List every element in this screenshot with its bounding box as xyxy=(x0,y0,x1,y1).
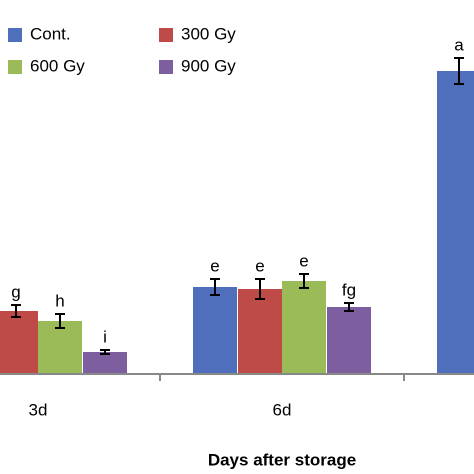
x-tick-label: 3d xyxy=(29,400,48,419)
legend-label: Cont. xyxy=(30,24,71,43)
bar xyxy=(83,352,127,374)
significance-letter: a xyxy=(454,35,464,54)
bar xyxy=(282,281,326,374)
bar xyxy=(327,307,371,374)
significance-letter: e xyxy=(255,256,264,275)
error-bar xyxy=(100,349,110,355)
error-bar xyxy=(454,57,464,85)
error-bar xyxy=(55,313,65,329)
significance-letter: fg xyxy=(342,280,356,299)
error-bar xyxy=(210,278,220,296)
error-bar xyxy=(299,273,309,289)
legend-swatch xyxy=(159,28,173,42)
legend-swatch xyxy=(159,60,173,74)
bar xyxy=(38,321,82,374)
bar xyxy=(0,311,38,374)
legend-swatch xyxy=(8,60,22,74)
bar xyxy=(437,71,474,374)
x-tick-label: 6d xyxy=(273,400,292,419)
significance-letter: e xyxy=(210,256,219,275)
x-axis-title: Days after storage xyxy=(208,450,356,469)
error-bar xyxy=(255,278,265,300)
bar xyxy=(238,289,282,374)
bar xyxy=(193,287,237,374)
significance-letter: e xyxy=(299,251,308,270)
legend-swatch xyxy=(8,28,22,42)
legend-label: 600 Gy xyxy=(30,56,85,75)
significance-letter: i xyxy=(103,327,107,346)
legend-label: 900 Gy xyxy=(181,56,236,75)
legend-label: 300 Gy xyxy=(181,24,236,43)
error-bar xyxy=(11,304,21,318)
error-bar xyxy=(344,302,354,312)
significance-letter: h xyxy=(55,291,64,310)
significance-letter: g xyxy=(11,282,20,301)
